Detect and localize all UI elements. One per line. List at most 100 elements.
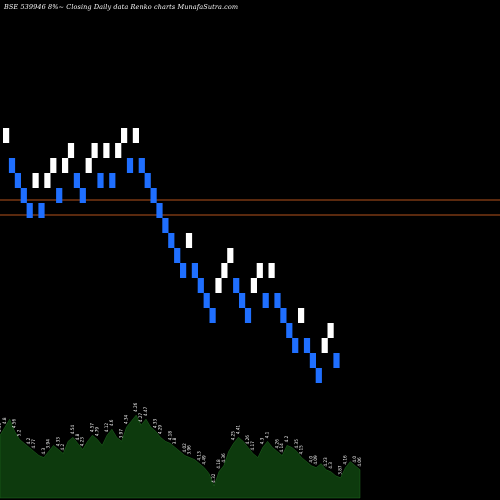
- volume-label-25: 3.8: [172, 437, 177, 444]
- volume-label-0: 3.56: [0, 423, 2, 433]
- renko-brick-47: [280, 308, 287, 323]
- renko-brick-24: [144, 173, 151, 188]
- volume-label-29: 4.49: [201, 455, 206, 465]
- renko-brick-48: [286, 323, 293, 338]
- renko-brick-17: [103, 143, 110, 158]
- volume-label-48: 3.87: [338, 465, 343, 475]
- renko-brick-1: [8, 158, 16, 173]
- renko-brick-50: [298, 308, 305, 323]
- renko-brick-41: [244, 308, 252, 323]
- renko-brick-6: [38, 203, 45, 218]
- renko-brick-9: [56, 188, 63, 203]
- volume-label-51: 4.06: [357, 457, 362, 467]
- renko-brick-7: [44, 173, 51, 188]
- volume-label-4: 4.2: [26, 437, 31, 444]
- volume-label-24: 4.18: [167, 431, 172, 441]
- renko-brick-38: [227, 248, 234, 263]
- volume-label-49: 4.16: [342, 455, 347, 465]
- renko-brick-16: [97, 173, 104, 188]
- volume-label-41: 4.2: [284, 435, 289, 442]
- volume-label-5: 4.77: [31, 439, 36, 449]
- renko-brick-31: [185, 233, 193, 248]
- renko-brick-28: [168, 233, 175, 248]
- volume-label-36: 4.17: [250, 441, 255, 451]
- renko-brick-43: [256, 263, 263, 278]
- renko-brick-49: [292, 338, 299, 353]
- renko-brick-36: [215, 278, 222, 293]
- chart-title: BSE 539946 8%~ Closing Daily data Renko …: [4, 3, 239, 11]
- renko-brick-56: [333, 353, 340, 368]
- volume-area-path: [0, 414, 361, 499]
- renko-brick-34: [203, 293, 210, 308]
- renko-brick-11: [67, 143, 75, 158]
- volume-label-20: 4.27: [138, 412, 143, 422]
- volume-label-42: 4.35: [294, 439, 299, 449]
- volume-label-9: 4.2: [60, 443, 65, 450]
- volume-label-44: 4.0: [308, 456, 313, 463]
- volume-label-7: 3.94: [46, 439, 51, 449]
- volume-label-31: 4.18: [216, 459, 221, 469]
- renko-brick-23: [138, 158, 145, 173]
- volume-label-26: 4.02: [182, 443, 187, 453]
- volume-label-39: 4.26: [274, 439, 279, 449]
- volume-label-1: 4.8: [2, 417, 7, 424]
- volume-label-37: 4.3: [260, 437, 265, 444]
- volume-labels: 3.564.8 4.565.24.2 4.774.33.94 4.334.24.544…: [0, 402, 362, 483]
- renko-brick-53: [315, 368, 322, 383]
- renko-brick-55: [327, 323, 334, 338]
- volume-label-43: 4.15: [299, 445, 304, 455]
- volume-label-12: 4.23: [80, 437, 85, 447]
- volume-label-6: 4.3: [41, 448, 46, 455]
- renko-brick-29: [174, 248, 181, 263]
- volume-label-11: 4.8: [75, 433, 80, 440]
- renko-brick-52: [309, 353, 316, 368]
- volume-label-40: 4.14: [279, 443, 284, 453]
- renko-brick-45: [268, 263, 275, 278]
- renko-brick-35: [209, 308, 216, 323]
- volume-label-18: 4.34: [123, 414, 128, 424]
- renko-brick-0: [3, 128, 10, 143]
- renko-brick-37: [221, 263, 228, 278]
- renko-bricks: [3, 128, 340, 383]
- volume-label-21: 4.47: [143, 406, 148, 416]
- renko-brick-46: [274, 293, 281, 308]
- renko-brick-3: [20, 188, 27, 203]
- renko-brick-10: [62, 158, 69, 173]
- renko-brick-26: [156, 203, 163, 218]
- volume-label-27: 3.96: [187, 445, 192, 455]
- volume-label-34: 4.41: [235, 425, 240, 435]
- volume-label-46: 4.23: [323, 457, 328, 467]
- renko-brick-51: [303, 338, 311, 353]
- renko-brick-22: [132, 128, 139, 143]
- volume-label-45: 4.09: [313, 455, 318, 465]
- volume-label-8: 4.33: [55, 437, 60, 447]
- renko-brick-2: [14, 173, 21, 188]
- renko-brick-33: [197, 278, 204, 293]
- renko-brick-5: [32, 173, 39, 188]
- renko-brick-54: [321, 338, 328, 353]
- volume-label-38: 4.1: [265, 431, 270, 438]
- volume-label-10: 4.54: [70, 425, 75, 435]
- volume-label-23: 4.29: [158, 425, 163, 435]
- volume-label-47: 4.3: [328, 462, 333, 469]
- volume-label-50: 4.0: [352, 456, 357, 463]
- volume-label-13: 4.57: [89, 423, 94, 433]
- renko-brick-4: [26, 203, 33, 218]
- renko-brick-15: [91, 143, 98, 158]
- volume-label-3: 5.2: [16, 429, 21, 436]
- volume-label-2: 4.56: [12, 419, 17, 429]
- renko-brick-25: [150, 188, 157, 203]
- renko-brick-32: [191, 263, 198, 278]
- renko-brick-21: [126, 158, 134, 173]
- renko-brick-39: [233, 278, 240, 293]
- renko-brick-13: [79, 188, 86, 203]
- volume-area: [0, 414, 361, 499]
- volume-label-14: 4.79: [94, 427, 99, 437]
- volume-label-17: 3.97: [119, 429, 124, 439]
- renko-brick-18: [109, 173, 116, 188]
- volume-label-33: 4.25: [231, 431, 236, 441]
- renko-brick-44: [262, 293, 269, 308]
- volume-label-30: 4.32: [211, 473, 216, 483]
- renko-brick-30: [180, 263, 187, 278]
